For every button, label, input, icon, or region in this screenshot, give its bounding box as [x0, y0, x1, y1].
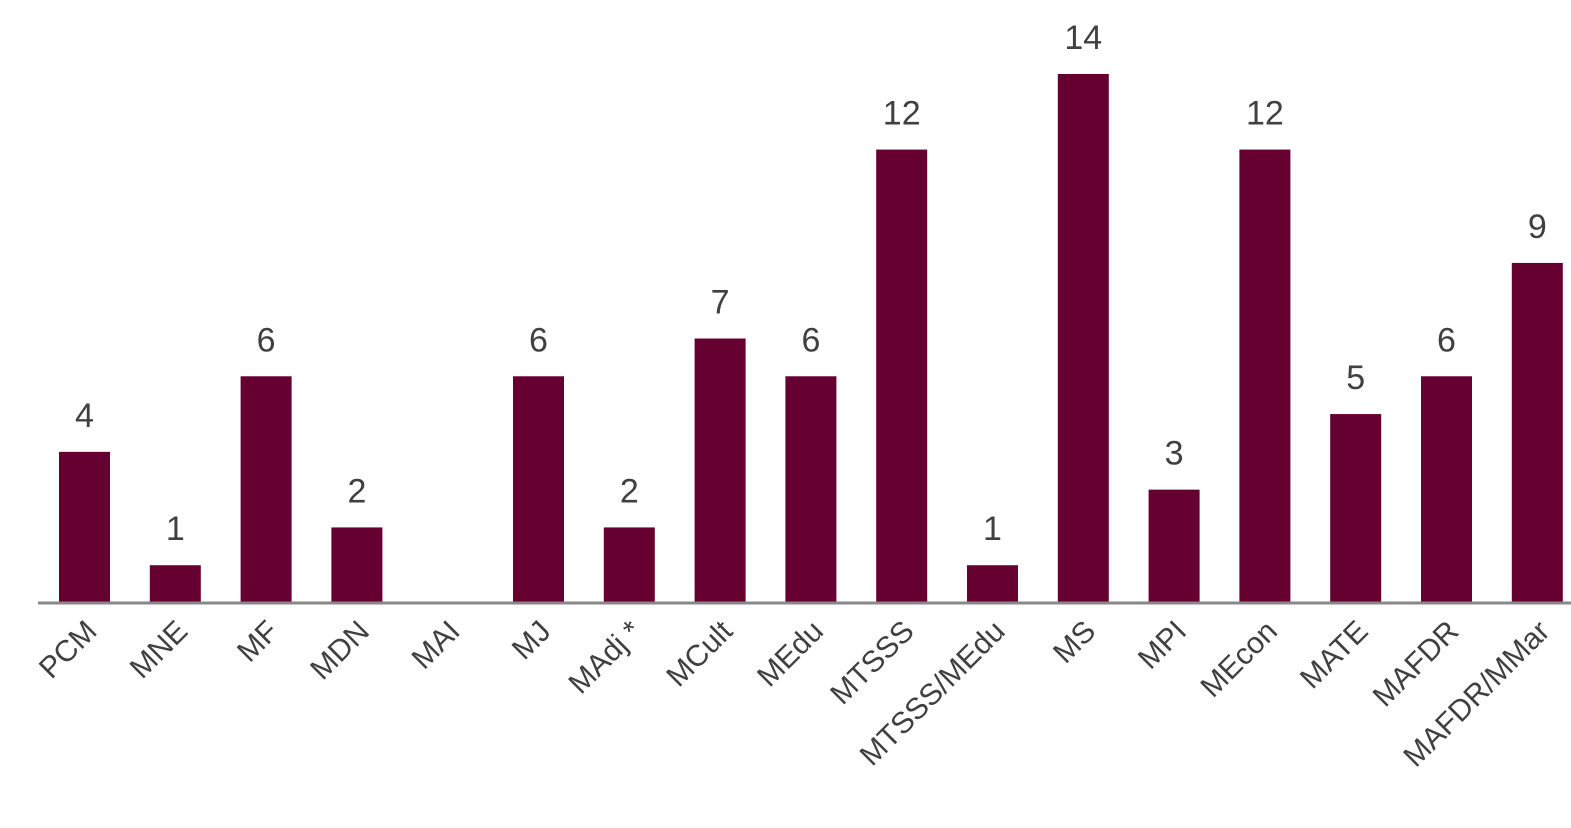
bar-madj — [603, 527, 655, 603]
bar-mcult — [694, 338, 746, 603]
bar-mtsss — [876, 149, 928, 604]
value-label-mtsss-medu: 1 — [983, 510, 1002, 548]
value-label-mj: 6 — [529, 321, 548, 359]
value-label-madj: 2 — [620, 472, 639, 510]
bar-mecon — [1239, 149, 1291, 604]
bar-ms — [1057, 74, 1109, 603]
value-label-mpi: 3 — [1165, 435, 1184, 473]
value-label-ms: 14 — [1064, 19, 1102, 57]
category-label-mecon: MEcon — [1194, 615, 1283, 704]
value-label-mcult: 7 — [711, 284, 730, 322]
bar-mate — [1330, 414, 1382, 603]
value-label-mdn: 2 — [347, 472, 366, 510]
value-label-pcm: 4 — [75, 397, 94, 435]
bar-mafdr-mmar — [1511, 262, 1563, 603]
value-label-medu: 6 — [801, 321, 820, 359]
category-label-medu: MEdu — [751, 615, 830, 694]
category-label-madj: MAdj * — [562, 614, 648, 700]
bar-pcm — [59, 451, 110, 603]
bar-mtsss-medu — [967, 565, 1018, 603]
value-label-mafdr-mmar: 9 — [1528, 208, 1547, 246]
category-label-mai: MAI — [406, 615, 467, 676]
category-labels-group: PCM MNE MF MDN MAI MJ MAdj * MCult MEduMTSSSMTSS… — [33, 614, 1556, 773]
value-label-mne: 1 — [166, 510, 185, 548]
bar-mafdr — [1421, 376, 1472, 603]
value-label-mecon: 12 — [1246, 95, 1284, 133]
bar-mj — [513, 376, 564, 603]
category-label-pcm: PCM — [33, 615, 103, 685]
category-label-mdn: MDN — [304, 615, 376, 687]
value-label-mtsss: 12 — [883, 95, 921, 133]
bar-medu — [785, 376, 837, 603]
value-label-mf: 6 — [257, 321, 276, 359]
bar-mne — [149, 565, 201, 603]
category-label-mpi: MPI — [1132, 615, 1193, 676]
value-labels-group: 4 1 6 2 6 2 7 6 12 1 14 3 12 5 6 9 — [75, 19, 1547, 548]
bar-mpi — [1148, 489, 1200, 603]
category-label-mcult: MCult — [660, 614, 739, 693]
category-label-mne: MNE — [124, 615, 194, 685]
value-label-mate: 5 — [1346, 359, 1365, 397]
category-label-mf: MF — [231, 615, 285, 669]
category-label-mate: MATE — [1294, 615, 1375, 696]
category-label-ms: MS — [1047, 615, 1102, 670]
bar-mf — [240, 376, 292, 603]
bar-mdn — [331, 527, 383, 603]
value-label-mafdr: 6 — [1437, 321, 1456, 359]
category-label-mj: MJ — [506, 615, 558, 667]
bars-group — [59, 74, 1563, 604]
